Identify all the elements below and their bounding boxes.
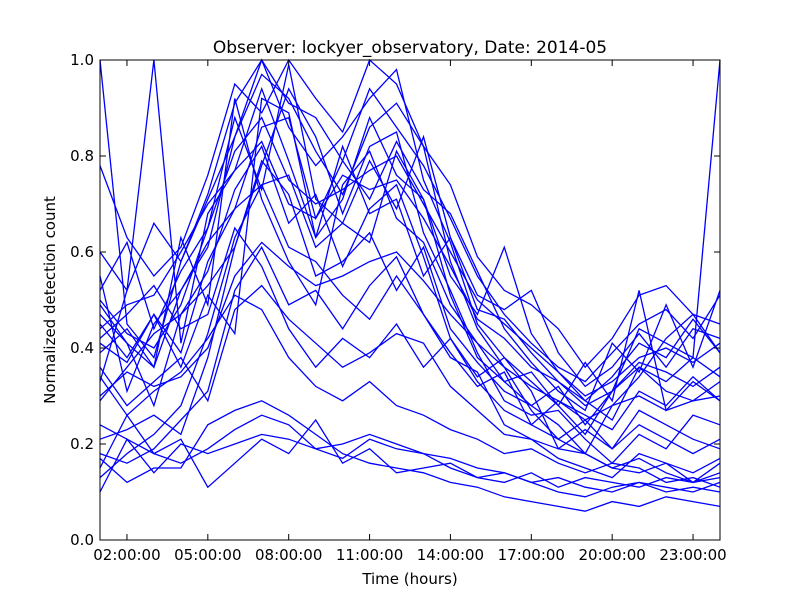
y-tick-label: 0.2 — [70, 435, 94, 453]
x-tick-label: 11:00:00 — [336, 546, 403, 564]
y-tick-label: 0.0 — [70, 531, 94, 549]
series-line-22 — [99, 116, 721, 397]
series-line-7 — [99, 149, 721, 484]
series-line-8 — [99, 98, 721, 412]
series-line-12 — [99, 284, 721, 484]
series-line-11 — [99, 97, 721, 402]
series-line-16 — [99, 183, 721, 431]
y-axis-label: Normalized detection count — [41, 196, 59, 404]
x-tick-label: 20:00:00 — [578, 546, 645, 564]
chart-title: Observer: lockyer_observatory, Date: 201… — [213, 38, 607, 58]
series-layer — [99, 58, 721, 512]
series-line-4 — [99, 64, 721, 388]
series-line-21 — [99, 58, 721, 369]
x-tick-label: 02:00:00 — [93, 546, 160, 564]
tick-layer: 02:00:00 05:00:00 08:00:00 11:00:00 14:00:00… — [70, 51, 727, 564]
series-line-2 — [99, 73, 721, 455]
x-tick-label: 05:00:00 — [174, 546, 241, 564]
x-axis-label: Time (hours) — [361, 570, 457, 588]
series-line-15 — [99, 413, 721, 489]
y-tick-label: 0.8 — [70, 147, 94, 165]
y-tick-label: 0.4 — [70, 339, 94, 357]
y-tick-label: 1.0 — [70, 51, 94, 69]
series-line-6 — [99, 87, 721, 465]
x-tick-label: 23:00:00 — [659, 546, 726, 564]
series-line-25 — [99, 433, 721, 493]
series-line-23 — [99, 241, 721, 421]
x-tick-label: 14:00:00 — [417, 546, 484, 564]
x-tick-label: 08:00:00 — [255, 546, 322, 564]
series-line-19 — [99, 414, 721, 498]
series-line-20 — [99, 58, 721, 383]
series-line-10 — [99, 245, 721, 479]
series-line-24 — [99, 140, 721, 407]
series-line-17 — [99, 226, 721, 455]
plot-frame — [99, 59, 721, 541]
x-tick-label: 17:00:00 — [498, 546, 565, 564]
series-line-9 — [99, 144, 721, 450]
y-tick-label: 0.6 — [70, 243, 94, 261]
series-line-18 — [99, 294, 721, 488]
